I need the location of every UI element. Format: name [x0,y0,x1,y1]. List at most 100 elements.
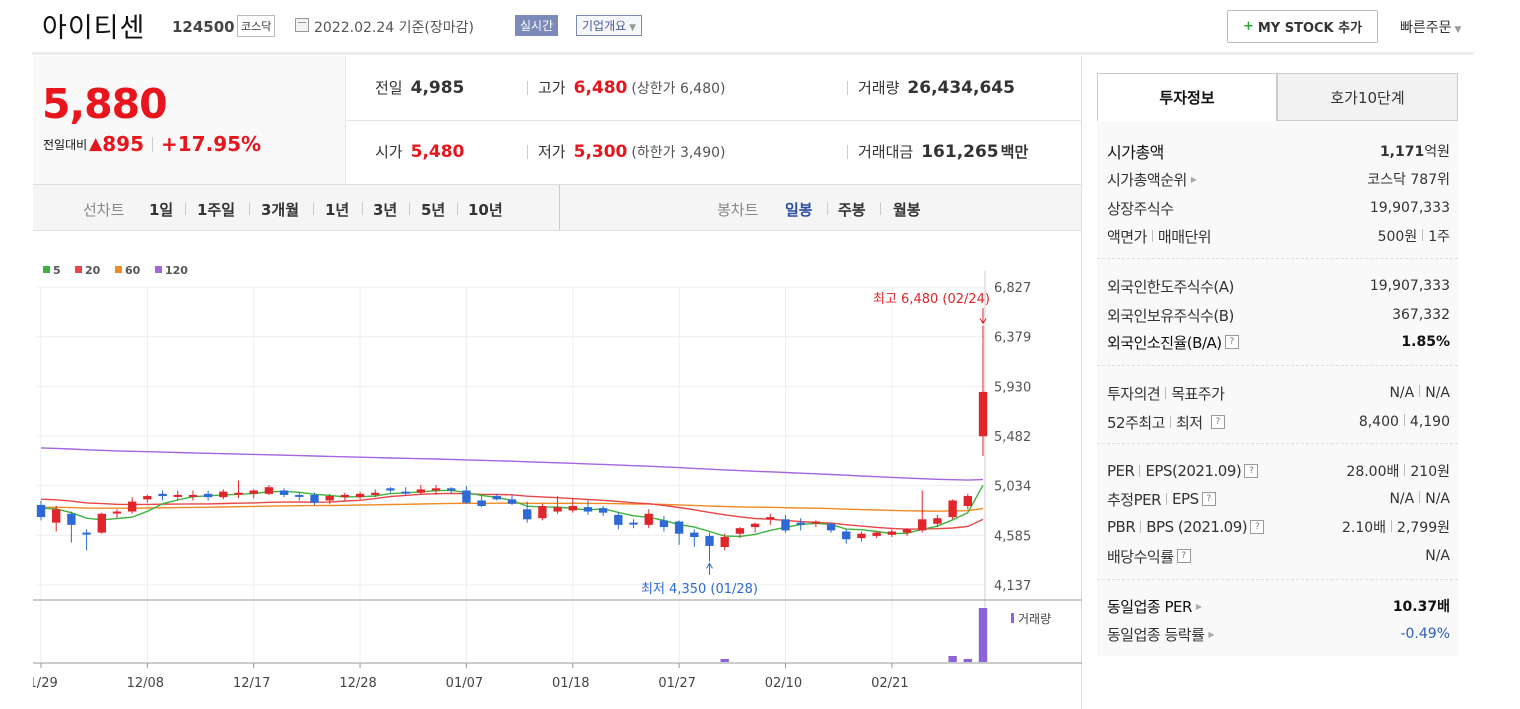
volume-legend-swatch [1011,613,1014,623]
target-value: N/A [1425,385,1450,401]
legend-label: 60 [125,264,141,277]
foreign-hold-label: 외국인보유주식수(B) [1107,306,1234,325]
candle-body [82,532,91,535]
market-cap-value: 1,171 [1379,144,1425,160]
help-icon[interactable]: ? [1210,415,1225,429]
candle-daily[interactable]: 일봉 [785,201,813,219]
chart-period-bar: 선차트 1일 1주일 3개월 1년 3년 5년 10년 봉차트 일봉 주봉 월봉 [33,184,1082,231]
price-chart[interactable]: 6,827 6,379 5,930 5,482 5,034 4,585 4,137 11/29… [33,231,1082,709]
volume-bar [978,659,988,662]
candle-body [598,508,608,513]
candle-body [36,504,46,518]
stock-code: 124500 [172,18,235,36]
sector-change-label: 동일업종 등락률 [1107,625,1205,644]
info-body: 시가총액 1,171억원 시가총액순위 ▶ 코스닥 787위 상장주식수 19,9… [1097,121,1458,656]
candle-body [97,513,106,533]
candle-monthly[interactable]: 월봉 [893,201,921,219]
candle-body [507,499,517,504]
divider [1140,521,1142,533]
period-3y[interactable]: 3년 [373,201,398,219]
candle-body [614,514,623,525]
help-icon[interactable]: ? [1244,464,1259,478]
period-1w[interactable]: 1주일 [197,201,236,219]
realtime-button[interactable]: 실시간 [515,15,559,36]
divider [1166,493,1168,505]
x-tick-label: 02/21 [871,676,908,691]
legend-swatch [115,266,122,273]
help-icon[interactable]: ? [1224,335,1239,349]
up-triangle-icon: ▲ [89,134,103,154]
current-price: 5,880 [42,80,168,128]
dividend-value: N/A [1425,548,1450,564]
foreign-ratio-value: 1.85% [1401,334,1450,350]
company-overview-dropdown[interactable]: 기업개요 ▼ [576,15,643,36]
period-3m[interactable]: 3개월 [261,201,300,219]
divider [457,202,458,215]
investment-info-panel: 호가10단계 투자정보 시가총액 1,171억원 시가총액순위 ▶ 코스닥 787… [1097,73,1458,656]
candle-body [796,522,805,525]
divider [313,202,314,215]
market-cap-rank-row[interactable]: 시가총액순위 ▶ 코스닥 787위 [1107,169,1450,189]
w52-high-label: 52주최고 [1107,413,1166,432]
x-tick-label: 11/29 [33,676,58,691]
w52-low-label: 최저 [1176,413,1203,432]
change-percent: +17.95% [161,132,262,156]
divider [527,145,528,159]
add-mystock-button[interactable]: + MY STOCK 추가 [1227,10,1378,43]
high-annotation: 최고 6,480 (02/24) [873,292,990,307]
candle-body [295,494,304,497]
section-sector: 동일업종 PER ▶ 10.37배 동일업종 등락률 ▶ -0.49% [1097,580,1458,656]
candle-body [629,522,638,525]
divider [1151,230,1153,242]
low-annotation: 최저 4,350 (01/28) [641,582,758,597]
candle-body [583,507,593,512]
divider [1419,385,1421,397]
help-icon[interactable]: ? [1176,549,1191,563]
amount-unit: 백만 [1000,143,1029,161]
upper-limit: (상한가 6,480) [631,81,726,97]
candle-body [553,507,562,512]
open-label: 시가 [375,143,403,161]
dividend-row: 배당수익률? N/A [1107,546,1450,566]
candle-body [310,494,319,503]
candle-weekly[interactable]: 주봉 [838,201,866,219]
volume-label: 거래량 [858,79,900,97]
candle-body [264,487,274,494]
divider [527,81,528,95]
period-10y[interactable]: 10년 [468,201,503,219]
low-price: 저가 5,300 (하한가 3,490) [538,141,725,162]
legend-label: 120 [165,264,188,277]
candle-body [67,513,76,525]
par-value: 500원 [1377,229,1418,245]
ma-line-20 [40,492,984,530]
opinion-row: 투자의견 목표주가 N/A N/A [1107,383,1450,403]
plus-icon: + [1242,19,1254,34]
candle-body [918,519,927,531]
chevron-down-icon: ▼ [629,23,637,33]
tab-investment-info[interactable]: 투자정보 [1097,73,1277,121]
caret-right-icon: ▶ [1190,174,1197,184]
period-5y[interactable]: 5년 [421,201,446,219]
sector-per-row[interactable]: 동일업종 PER ▶ 10.37배 [1107,596,1450,616]
prev-label: 전일 [375,79,403,97]
sector-per-value: 10.37 [1392,599,1438,615]
candle-body [674,521,684,534]
candle-body [219,491,228,498]
help-icon[interactable]: ? [1201,492,1216,506]
volume-label: 거래량 [1018,612,1051,626]
lower-limit: (하한가 3,490) [631,145,726,161]
eps-label: EPS(2021.09) [1145,462,1242,480]
help-icon[interactable]: ? [1250,520,1265,534]
period-1d[interactable]: 1일 [149,201,174,219]
caret-right-icon: ▶ [1195,601,1202,611]
candle-body [127,501,137,512]
period-1y[interactable]: 1년 [325,201,350,219]
divider [1422,229,1424,241]
est-per-value: N/A [1389,491,1415,507]
candle-body [279,490,289,495]
candle-body [933,518,942,524]
foreign-hold-row: 외국인보유주식수(B) 367,332 [1107,305,1450,325]
quick-order-dropdown[interactable]: 빠른주문 ▼ [1400,17,1461,37]
sector-change-row[interactable]: 동일업종 등락률 ▶ -0.49% [1107,624,1450,644]
tab-orderbook[interactable]: 호가10단계 [1277,73,1458,121]
